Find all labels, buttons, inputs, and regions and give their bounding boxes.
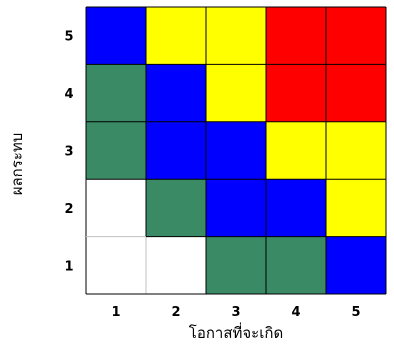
y-axis-ticks: 1 2 3 4 5	[64, 30, 73, 275]
y-axis-title: ผลกระทบ	[8, 133, 26, 196]
heatmap-cell-x3-y3	[206, 121, 266, 180]
heatmap-cell-x5-y1	[326, 236, 386, 294]
x-tick-label: 1	[111, 305, 120, 320]
heatmap-cell-x4-y1	[266, 236, 326, 294]
heatmap-cell-x1-y2	[86, 179, 146, 237]
heatmap-cell-x2-y3	[146, 121, 206, 180]
heatmap-cell-x5-y3	[326, 121, 386, 180]
heatmap-cell-x5-y5	[326, 7, 386, 65]
heatmap-cell-x1-y3	[86, 121, 146, 180]
heatmap-cell-x4-y4	[266, 64, 326, 122]
heatmap-cells	[86, 7, 386, 294]
heatmap-cell-x5-y4	[326, 64, 386, 122]
y-tick-label: 3	[64, 145, 73, 160]
y-tick-label: 1	[64, 259, 73, 274]
heatmap-cell-x4-y5	[266, 7, 326, 65]
y-tick-label: 2	[64, 202, 73, 217]
x-tick-label: 5	[351, 305, 360, 320]
heatmap-cell-x2-y2	[146, 179, 206, 237]
y-tick-label: 5	[64, 30, 73, 45]
heatmap-cell-x3-y4	[206, 64, 266, 122]
x-tick-label: 3	[231, 305, 240, 320]
heatmap-cell-x4-y2	[266, 179, 326, 237]
heatmap-cell-x2-y4	[146, 64, 206, 122]
heatmap-cell-x3-y2	[206, 179, 266, 237]
x-axis-ticks: 1 2 3 4 5	[111, 305, 360, 320]
heatmap-cell-x3-y1	[206, 236, 266, 294]
heatmap-cell-x1-y4	[86, 64, 146, 122]
x-tick-label: 4	[291, 305, 300, 320]
x-tick-label: 2	[171, 305, 180, 320]
heatmap-gridlines	[85, 6, 387, 295]
y-tick-label: 4	[64, 87, 73, 102]
x-axis-title: โอกาสที่จะเกิด	[189, 322, 283, 342]
heatmap-cell-x3-y5	[206, 7, 266, 65]
heatmap-cell-x1-y5	[86, 7, 146, 65]
heatmap-cell-x1-y1	[86, 236, 146, 294]
heatmap-cell-x5-y2	[326, 179, 386, 237]
heatmap-cell-x2-y1	[146, 236, 206, 294]
heatmap-cell-x4-y3	[266, 121, 326, 180]
heatmap-cell-x2-y5	[146, 7, 206, 65]
